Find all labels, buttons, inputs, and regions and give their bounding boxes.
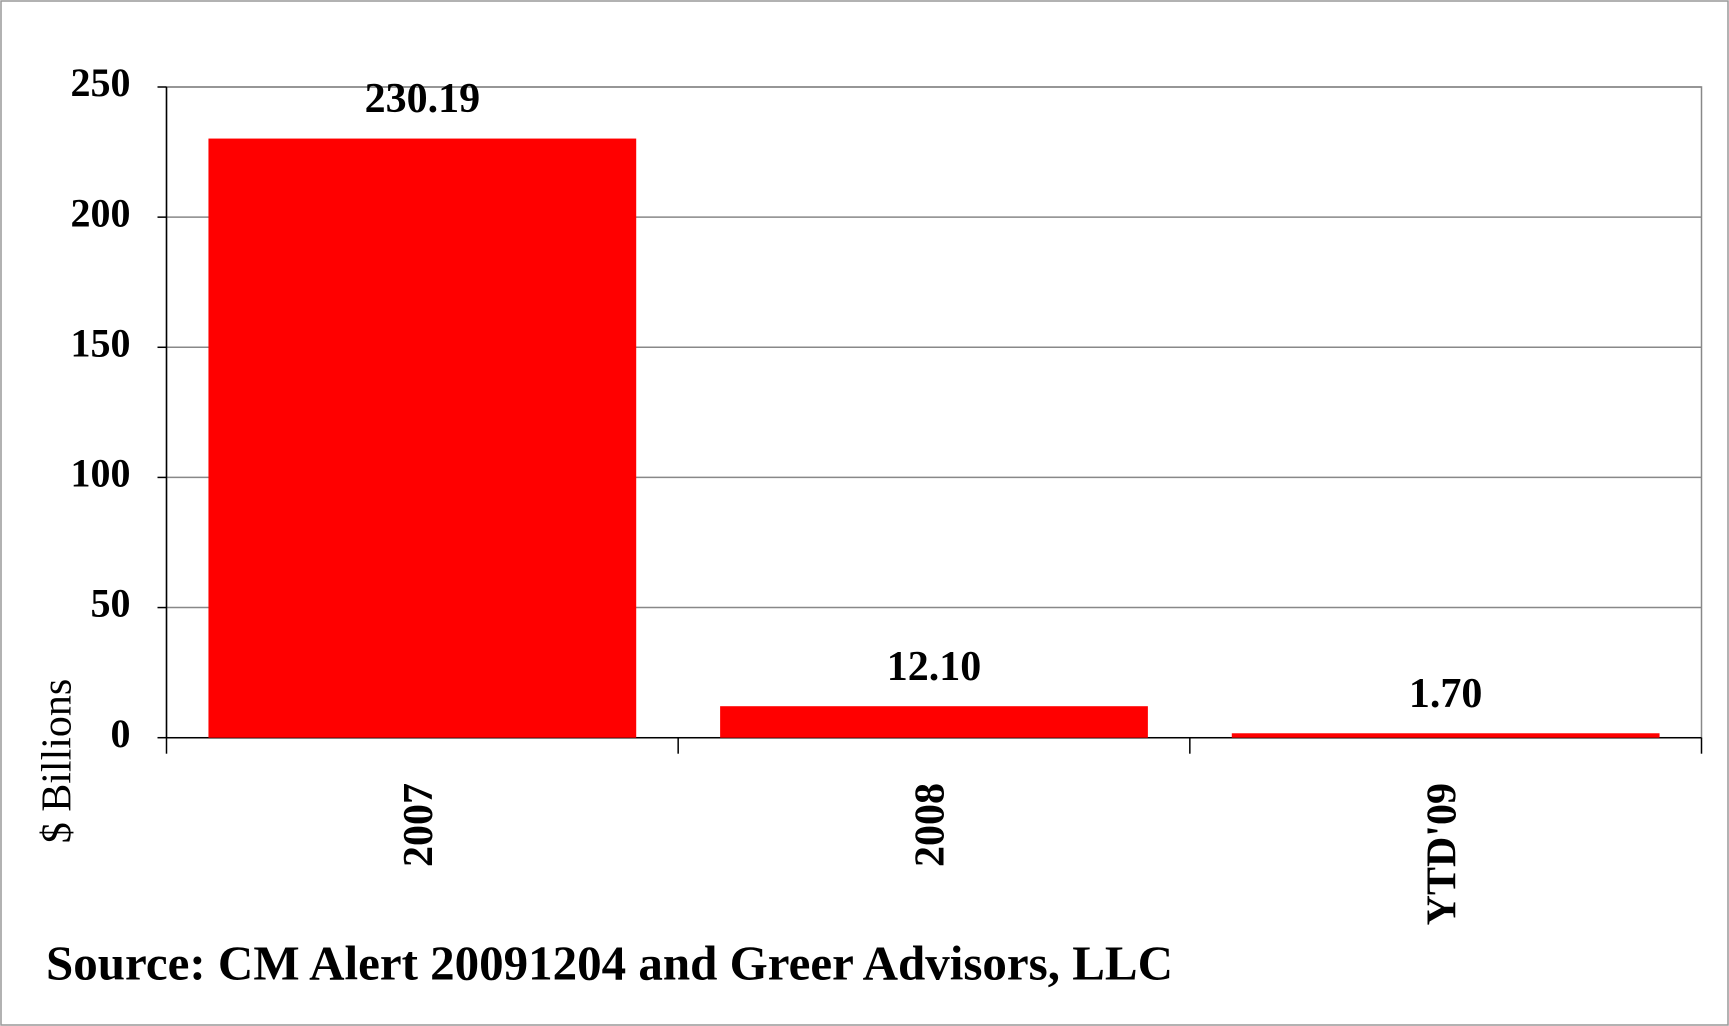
y-tick-label: 50 <box>91 581 131 626</box>
y-axis-label: $ Billions <box>35 679 81 844</box>
value-label: 230.19 <box>365 76 481 122</box>
source-note: Source: CM Alert 20091204 and Greer Advi… <box>46 935 1173 990</box>
y-tick-label: 0 <box>111 711 131 756</box>
y-tick-label: 200 <box>71 190 131 235</box>
bar <box>208 138 637 738</box>
x-tick-label: 2008 <box>908 783 954 867</box>
bar <box>1231 733 1660 738</box>
bar <box>720 706 1148 738</box>
y-tick-label: 250 <box>71 60 131 105</box>
y-tick-label: 150 <box>71 320 131 365</box>
value-label: 12.10 <box>887 644 982 690</box>
y-tick-label: 100 <box>71 451 131 496</box>
value-label: 1.70 <box>1409 671 1483 717</box>
x-tick-label: 2007 <box>396 783 442 867</box>
x-tick-label: YTD'09 <box>1419 783 1465 925</box>
